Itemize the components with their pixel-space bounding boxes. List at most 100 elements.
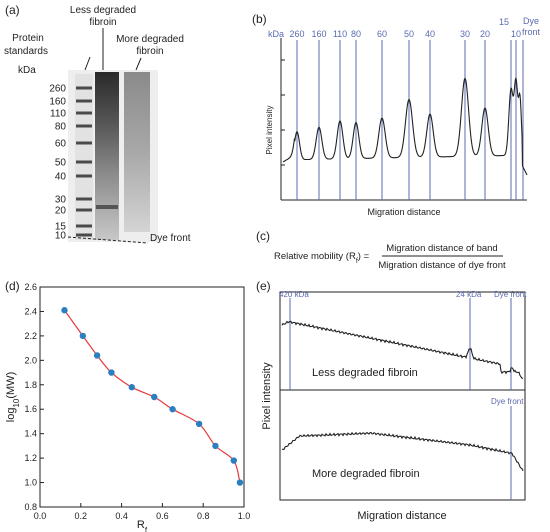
data-point	[128, 384, 135, 391]
series-label-more-degraded: More degraded fibroin	[312, 468, 420, 480]
marker-band-80	[76, 124, 92, 128]
marker-band-60	[76, 141, 92, 145]
label-less-degraded-2: fibroin	[89, 17, 116, 28]
series-label-less-degraded: Less degraded fibroin	[312, 367, 418, 379]
xlabel-b: Migration distance	[367, 207, 440, 217]
annotation-420kda: 420 kDa	[279, 290, 309, 299]
tick-label-y-d: 2.0	[24, 355, 37, 365]
marker-band-10	[76, 233, 92, 237]
calibration-chart: 0.0 0.2 0.4 0.6 0.8 1.0 0.8 1.0 1.2 1.4 1.6 1.8 2.0…	[5, 282, 250, 532]
label-more-degraded-2: fibroin	[136, 46, 163, 57]
lane-standards	[75, 74, 93, 240]
marker-label-60: 60	[55, 139, 67, 150]
marker-label-50: 50	[55, 158, 67, 169]
marker-label-10: 10	[55, 231, 67, 242]
formula-denominator: Migration distance of dye front	[378, 260, 506, 271]
data-point	[195, 420, 203, 428]
marker-label-b-50: 50	[404, 29, 414, 39]
kda-label-a: kDa	[18, 65, 36, 76]
tick-label-y-d: 1.8	[24, 380, 37, 390]
dye-front-label-b-1: Dye	[523, 16, 539, 26]
tick-label-y-d: 1.0	[24, 478, 37, 488]
marker-band-160	[76, 99, 92, 103]
kda-label-b: kDa	[268, 29, 284, 39]
marker-label-160: 160	[49, 97, 66, 108]
marker-label-b-110: 110	[333, 29, 347, 39]
lane-less-degraded	[95, 72, 119, 240]
dye-front-label-a: Dye front	[150, 233, 191, 244]
data-point	[236, 479, 244, 486]
marker-label-b-260: 260	[289, 29, 304, 39]
marker-label-30: 30	[55, 195, 67, 206]
tick-label-x-d: 0.0	[34, 511, 47, 521]
densitometry-trace-e: 420 kDa 24 kDa Dye front Dye front Less …	[261, 290, 527, 522]
panel-label-c: (c)	[256, 229, 270, 243]
tick-label-x-d: 1.0	[238, 511, 251, 521]
trace-less-degraded	[281, 320, 524, 379]
tick-label-x-d: 0.2	[75, 511, 88, 521]
data-point	[79, 332, 87, 340]
ylabel-d: log10(MW)	[5, 372, 21, 422]
marker-label-260: 260	[49, 84, 66, 95]
trace-more-degraded	[281, 431, 524, 472]
annotation-dye-front-top: Dye front	[494, 290, 527, 299]
tick-label-y-d: 1.2	[24, 453, 37, 463]
marker-label-b-30: 30	[460, 29, 470, 39]
marker-label-80: 80	[55, 122, 67, 133]
tick-label-y-d: 2.6	[24, 282, 37, 292]
marker-band-40	[76, 174, 92, 178]
formula-numerator: Migration distance of band	[386, 243, 497, 254]
xlabel-d: Rf	[137, 519, 148, 532]
marker-band-30	[76, 197, 92, 201]
marker-label-15: 15	[55, 222, 67, 233]
label-less-degraded-1: Less degraded	[70, 5, 136, 16]
label-protein-standards-2: standards	[4, 46, 48, 57]
marker-band-20	[76, 208, 92, 212]
data-point	[212, 442, 219, 450]
tick-label-x-d: 0.8	[197, 511, 210, 521]
marker-label-b-40: 40	[425, 29, 435, 39]
tick-label-x-d: 0.6	[156, 511, 169, 521]
marker-label-b-20: 20	[480, 29, 490, 39]
data-point	[230, 457, 237, 464]
ylabel-b: Pixel intensity	[265, 106, 274, 155]
data-point	[61, 307, 68, 314]
xlabel-e: Migration distance	[357, 510, 446, 522]
panel-label-b: (b)	[252, 12, 267, 26]
marker-label-20: 20	[55, 206, 67, 217]
plot-frame-d	[39, 286, 245, 508]
dye-front-label-b-2: front	[522, 27, 541, 37]
panel-label-d: (d)	[5, 279, 20, 293]
pointer-more	[135, 57, 142, 71]
formula-lhs: Relative mobility (Rf) =	[274, 251, 370, 265]
plot-frame-e	[279, 291, 526, 501]
ylabel-e: Pixel intensity	[261, 362, 273, 430]
band-less-degraded	[96, 205, 118, 209]
tick-label-y-d: 1.4	[24, 429, 37, 439]
data-point	[151, 393, 158, 401]
marker-label-b-80: 80	[351, 29, 361, 39]
data-point	[93, 352, 101, 359]
marker-band-15	[76, 224, 92, 228]
data-point	[169, 406, 176, 413]
marker-band-110	[76, 111, 92, 115]
marker-label-b-160: 160	[311, 29, 326, 39]
marker-label-40: 40	[55, 172, 67, 183]
label-more-degraded-1: More degraded	[116, 34, 184, 45]
dye-front-line	[67, 236, 149, 244]
marker-band-50	[76, 160, 92, 164]
label-protein-standards-1: Protein	[12, 33, 44, 44]
tick-label-y-d: 1.6	[24, 404, 37, 414]
annotation-dye-front-bottom: Dye front	[491, 397, 524, 406]
marker-band-260	[76, 86, 92, 90]
data-point	[108, 369, 115, 376]
panel-label-e: (e)	[256, 279, 271, 293]
intensity-trace-b	[282, 76, 528, 176]
marker-label-110: 110	[50, 109, 66, 120]
marker-label-b-15: 15	[499, 17, 509, 27]
marker-label-b-10: 10	[511, 29, 521, 39]
tick-label-y-d: 2.4	[24, 306, 37, 316]
